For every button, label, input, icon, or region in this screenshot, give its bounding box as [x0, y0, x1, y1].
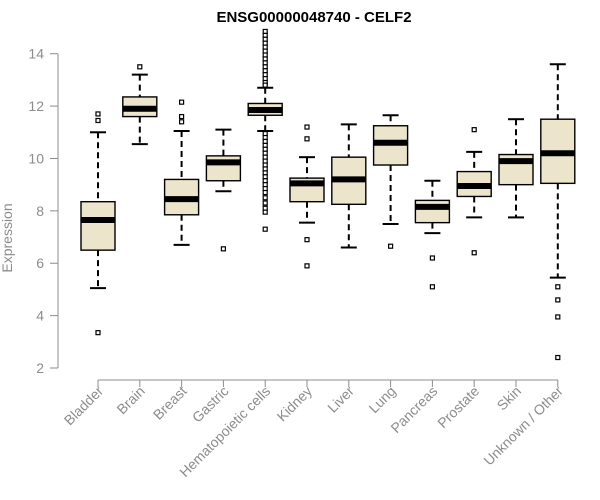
x-tick-label: Skin	[494, 383, 525, 414]
box-10	[498, 118, 534, 219]
box-8	[414, 179, 451, 290]
y-tick-label: 2	[36, 360, 44, 376]
x-tick-label: Liver	[324, 383, 357, 416]
outlier-point	[95, 111, 101, 117]
outlier-point	[137, 64, 143, 70]
box-2	[163, 99, 200, 246]
outlier-point	[262, 200, 268, 206]
outlier-point	[262, 195, 268, 201]
y-tick-label: 10	[28, 150, 44, 166]
y-tick-label: 6	[36, 255, 44, 271]
outlier-point	[304, 124, 310, 130]
outlier-point	[471, 127, 477, 133]
y-tick-label: 4	[36, 308, 44, 324]
outlier-point	[555, 354, 561, 361]
box-11	[540, 63, 576, 361]
x-tick-label: Kidney	[274, 383, 316, 425]
outlier-point	[179, 119, 185, 125]
outlier-point	[179, 113, 185, 120]
x-tick-label: Unknown / Other	[480, 383, 566, 469]
x-tick-label: Lung	[365, 383, 398, 416]
box-6	[331, 123, 367, 249]
box-0	[80, 111, 116, 336]
x-tick-label: Prostate	[434, 383, 482, 431]
box-5	[289, 124, 325, 269]
outlier-point	[262, 189, 268, 196]
x-tick-label: Brain	[113, 383, 147, 417]
y-tick-label: 8	[36, 203, 44, 219]
box-3	[205, 128, 242, 252]
y-axis-title: Expression	[0, 203, 15, 272]
outlier-point	[555, 314, 561, 320]
outlier-point	[304, 263, 310, 269]
outlier-point	[304, 136, 310, 142]
outlier-point	[179, 99, 185, 105]
outlier-point	[262, 226, 268, 232]
outlier-point	[262, 82, 268, 88]
outlier-point	[388, 243, 394, 249]
y-axis: 2 4 6 8 10 12 14	[28, 46, 59, 376]
outlier-point	[555, 297, 561, 303]
outlier-point	[555, 284, 561, 290]
y-tick-label: 12	[28, 98, 44, 114]
outlier-point	[95, 330, 101, 336]
box-iqr	[414, 199, 451, 224]
outlier-point	[262, 209, 268, 215]
outlier-point	[471, 250, 477, 256]
outlier-point	[429, 284, 435, 290]
box-iqr	[80, 200, 116, 251]
outlier-point	[220, 246, 226, 252]
outlier-point	[429, 255, 435, 261]
x-tick-label: Bladder	[61, 383, 107, 429]
outlier-point	[304, 237, 310, 243]
box-1	[122, 64, 158, 146]
box-4	[247, 28, 283, 232]
x-tick-label: Breast	[150, 383, 190, 423]
y-tick-label: 14	[28, 46, 44, 62]
outlier-point	[95, 117, 101, 124]
chart-title: ENSG00000048740 - CELF2	[216, 9, 411, 26]
box-7	[372, 114, 409, 249]
box-series	[80, 28, 576, 361]
box-9	[456, 127, 492, 256]
